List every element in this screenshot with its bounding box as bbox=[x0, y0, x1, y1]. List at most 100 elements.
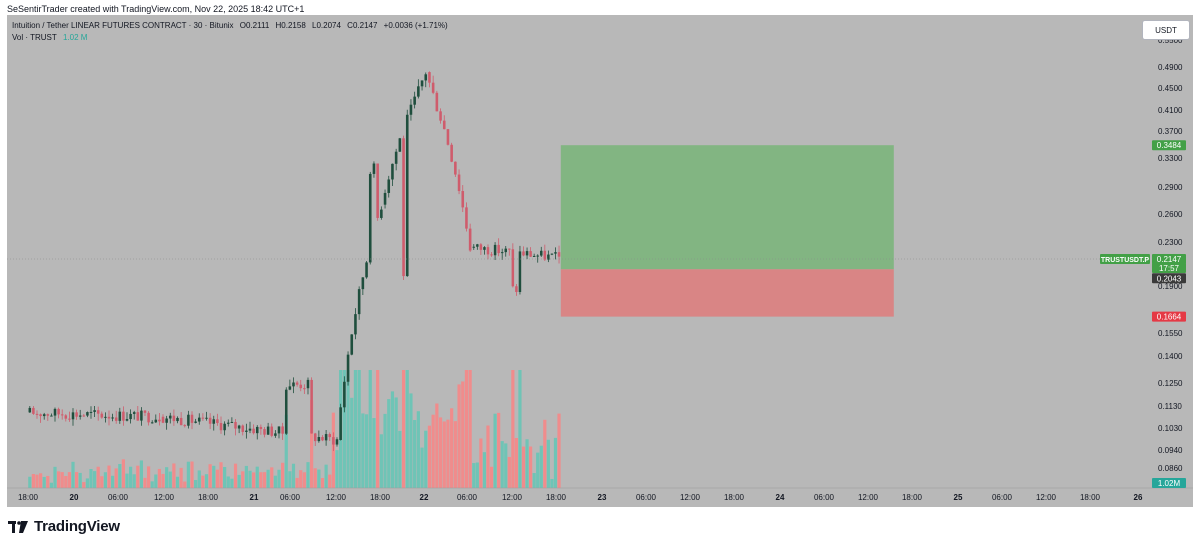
candle-body bbox=[42, 414, 46, 417]
volume-bar bbox=[390, 391, 395, 488]
candle-body bbox=[104, 416, 107, 418]
volume-bar bbox=[35, 474, 39, 488]
volume-bar bbox=[114, 468, 118, 488]
time-tick-label: 12:00 bbox=[1036, 493, 1057, 502]
volume-bar bbox=[529, 446, 533, 488]
candle-body bbox=[547, 254, 550, 260]
candle-body bbox=[299, 384, 303, 389]
volume-bars bbox=[28, 370, 561, 488]
volume-bar bbox=[252, 472, 256, 488]
candle-body bbox=[550, 253, 554, 255]
time-tick-label: 22 bbox=[420, 493, 429, 502]
volume-bar bbox=[539, 445, 543, 488]
candle-body bbox=[230, 421, 234, 423]
tradingview-logo[interactable]: TradingView bbox=[8, 518, 120, 535]
candle-body bbox=[179, 417, 183, 426]
volume-bar bbox=[154, 474, 158, 488]
volume-bar bbox=[543, 419, 547, 488]
volume-bar bbox=[302, 472, 306, 488]
volume-bar bbox=[219, 462, 223, 488]
price-tag-value: 0.2043 bbox=[1157, 274, 1182, 283]
volume-bar bbox=[486, 425, 490, 488]
volume-bar bbox=[420, 447, 424, 488]
candle-body bbox=[431, 82, 435, 93]
volume-bar bbox=[461, 381, 465, 488]
candle-body bbox=[465, 207, 468, 229]
volume-bar bbox=[183, 481, 187, 488]
volume-bar bbox=[132, 474, 136, 488]
volume-bar bbox=[379, 434, 383, 488]
volume-bar bbox=[233, 463, 238, 488]
volume-bar bbox=[125, 473, 129, 488]
volume-bar bbox=[398, 430, 402, 488]
candle-body bbox=[32, 407, 35, 414]
stop-zone[interactable] bbox=[560, 269, 894, 317]
volume-bar bbox=[532, 473, 536, 488]
candle-body bbox=[216, 419, 219, 424]
price-tick-label: 0.5500 bbox=[1158, 36, 1183, 45]
time-tick-label: 12:00 bbox=[326, 493, 347, 502]
candle-body bbox=[248, 428, 252, 431]
symbol-tag bbox=[1100, 254, 1150, 264]
candle-body bbox=[143, 410, 147, 413]
candle-body bbox=[100, 413, 104, 418]
candle-body bbox=[111, 417, 114, 419]
price-tag-target bbox=[1152, 140, 1186, 151]
price-tick-label: 0.2600 bbox=[1158, 210, 1183, 219]
time-tick-label: 18:00 bbox=[902, 493, 923, 502]
volume-bar bbox=[277, 469, 281, 488]
currency-button[interactable]: USDT bbox=[1142, 20, 1190, 40]
candle-body bbox=[86, 412, 89, 416]
price-tag-countdown bbox=[1152, 263, 1186, 273]
volume-bar bbox=[299, 470, 303, 488]
volume-bar bbox=[281, 462, 285, 488]
volume-bar bbox=[383, 413, 387, 488]
candle-body bbox=[57, 408, 60, 415]
candle-body bbox=[442, 120, 446, 130]
candle-body bbox=[93, 410, 96, 412]
legend-vol-label: Vol · TRUST bbox=[12, 33, 57, 42]
volume-bar bbox=[497, 412, 501, 488]
volume-bar bbox=[46, 475, 50, 488]
price-tag-value: 0.1664 bbox=[1157, 313, 1182, 322]
volume-bar bbox=[139, 460, 143, 488]
time-tick-label: 21 bbox=[250, 493, 259, 502]
volume-bar bbox=[230, 478, 234, 488]
price-tag-last bbox=[1152, 254, 1186, 264]
volume-bar bbox=[416, 411, 420, 488]
candle-body bbox=[365, 262, 368, 278]
target-zone[interactable] bbox=[560, 145, 894, 270]
candle-body bbox=[140, 410, 143, 421]
candle-body bbox=[461, 191, 465, 208]
candle-body bbox=[205, 417, 208, 419]
candle-body bbox=[75, 412, 78, 417]
volume-bar bbox=[306, 462, 310, 488]
price-tag-value: 0.3484 bbox=[1157, 141, 1182, 150]
candle-body bbox=[468, 228, 472, 251]
price-tick-label: 0.1130 bbox=[1158, 402, 1182, 411]
candle-body bbox=[168, 415, 172, 419]
candle-body bbox=[417, 86, 420, 97]
time-tick-label: 24 bbox=[776, 493, 785, 502]
volume-bar bbox=[514, 438, 518, 488]
volume-bar bbox=[493, 413, 497, 488]
price-tick-label: 0.3300 bbox=[1158, 154, 1183, 163]
candle-body bbox=[413, 96, 416, 105]
volume-bar bbox=[438, 417, 443, 488]
candle-body bbox=[266, 426, 270, 435]
volume-bar bbox=[255, 466, 259, 488]
volume-bar bbox=[186, 461, 190, 488]
candle-body bbox=[310, 379, 313, 434]
candle-body bbox=[380, 209, 383, 218]
volume-bar bbox=[357, 370, 361, 488]
legend-line-main: Intuition / Tether LINEAR FUTURES CONTRA… bbox=[12, 21, 452, 30]
candle-body bbox=[89, 411, 93, 413]
legend-close: C0.2147 bbox=[347, 21, 378, 30]
volume-bar bbox=[284, 414, 288, 488]
volume-bar bbox=[317, 469, 321, 488]
volume-bar bbox=[500, 441, 504, 488]
volume-bar bbox=[464, 370, 469, 488]
candle-body bbox=[515, 286, 518, 292]
legend-low: L0.2074 bbox=[312, 21, 341, 30]
